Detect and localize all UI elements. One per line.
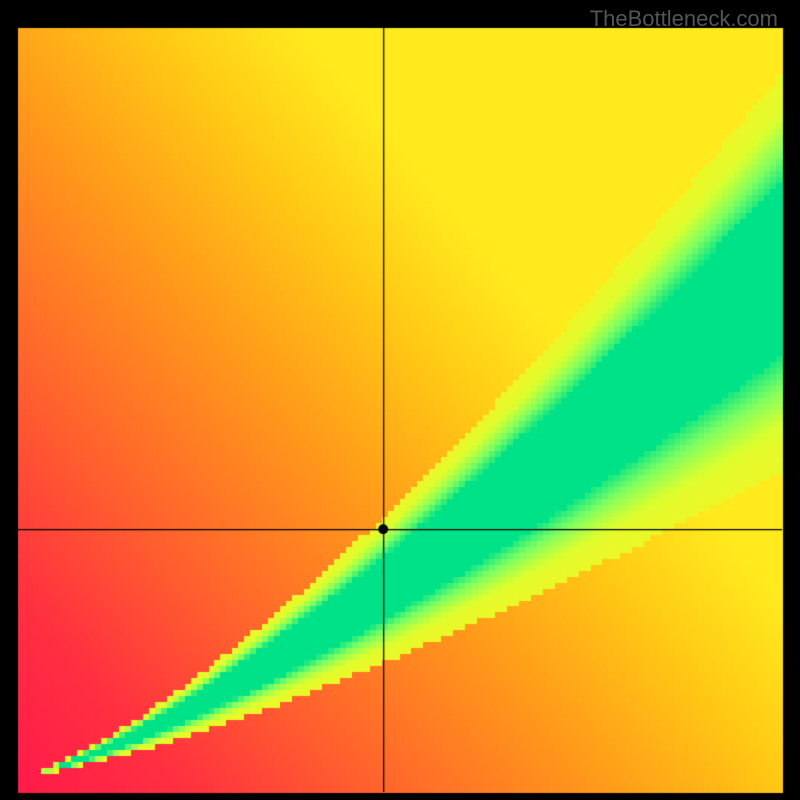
bottleneck-heatmap: [0, 0, 800, 800]
chart-container: TheBottleneck.com: [0, 0, 800, 800]
watermark-text: TheBottleneck.com: [590, 6, 778, 32]
